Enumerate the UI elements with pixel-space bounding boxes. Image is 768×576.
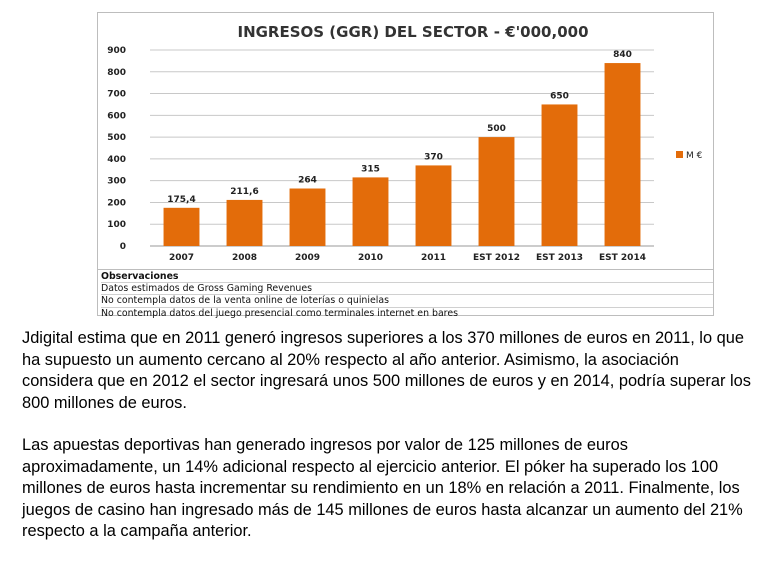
y-tick-label: 300: [107, 177, 126, 187]
y-tick-label: 400: [107, 155, 126, 165]
x-tick-label: EST 2013: [536, 253, 583, 263]
observations-table: Observaciones Datos estimados de Gross G…: [98, 269, 713, 319]
x-tick-label: 2009: [295, 253, 320, 263]
bar: [352, 177, 389, 246]
data-label: 211,6: [230, 187, 258, 197]
x-axis-ticks: 2007 2008 2009 2010 2011 EST 2012 EST 2013 EST …: [169, 253, 646, 263]
data-label: 500: [487, 124, 506, 134]
data-label: 370: [424, 152, 443, 162]
x-tick-label: 2011: [421, 253, 446, 263]
body-paragraph: Las apuestas deportivas han generado ing…: [22, 436, 743, 540]
bar: [604, 63, 641, 246]
bar-chart: INGRESOS (GGR) DEL SECTOR - €'000,000 0 1…: [107, 23, 703, 263]
bar: [541, 104, 578, 246]
bar: [163, 207, 200, 246]
y-tick-label: 800: [107, 68, 126, 78]
data-labels: 175,4 211,6 264 315 370 500 650 840: [167, 50, 632, 205]
data-label: 315: [361, 164, 380, 174]
observation-line: No contempla datos de la venta online de…: [101, 295, 713, 308]
bar: [226, 199, 263, 246]
x-tick-label: 2008: [232, 253, 257, 263]
bar: [478, 137, 515, 246]
legend-swatch: [676, 151, 683, 158]
y-tick-label: 200: [107, 198, 126, 208]
x-tick-label: 2010: [358, 253, 383, 263]
body-paragraph: Jdigital estima que en 2011 generó ingre…: [22, 329, 751, 412]
data-label: 264: [298, 176, 317, 186]
chart-panel: INGRESOS (GGR) DEL SECTOR - €'000,000 0 1…: [97, 12, 714, 319]
y-tick-label: 500: [107, 133, 126, 143]
x-tick-label: EST 2014: [599, 253, 646, 263]
y-tick-label: 0: [120, 242, 126, 252]
observation-line: Datos estimados de Gross Gaming Revenues: [101, 283, 713, 296]
bar: [289, 188, 326, 246]
data-label: 650: [550, 91, 569, 101]
y-axis-ticks: 0 100 200 300 400 500 600 700 800 900: [107, 46, 126, 252]
y-tick-label: 600: [107, 111, 126, 121]
y-tick-label: 100: [107, 220, 126, 230]
data-label: 840: [613, 50, 632, 60]
data-label: 175,4: [167, 195, 195, 205]
chart-title: INGRESOS (GGR) DEL SECTOR - €'000,000: [237, 23, 588, 41]
bar: [415, 165, 452, 246]
y-tick-label: 900: [107, 46, 126, 56]
gridlines: [150, 49, 654, 247]
x-tick-label: EST 2012: [473, 253, 520, 263]
y-tick-label: 700: [107, 90, 126, 100]
bars: [163, 63, 641, 246]
observation-line: No contempla datos del juego presencial …: [101, 307, 458, 319]
observations-title: Observaciones: [101, 271, 713, 284]
legend-label: M €: [686, 151, 703, 161]
legend: M €: [676, 151, 703, 161]
x-tick-label: 2007: [169, 253, 194, 263]
